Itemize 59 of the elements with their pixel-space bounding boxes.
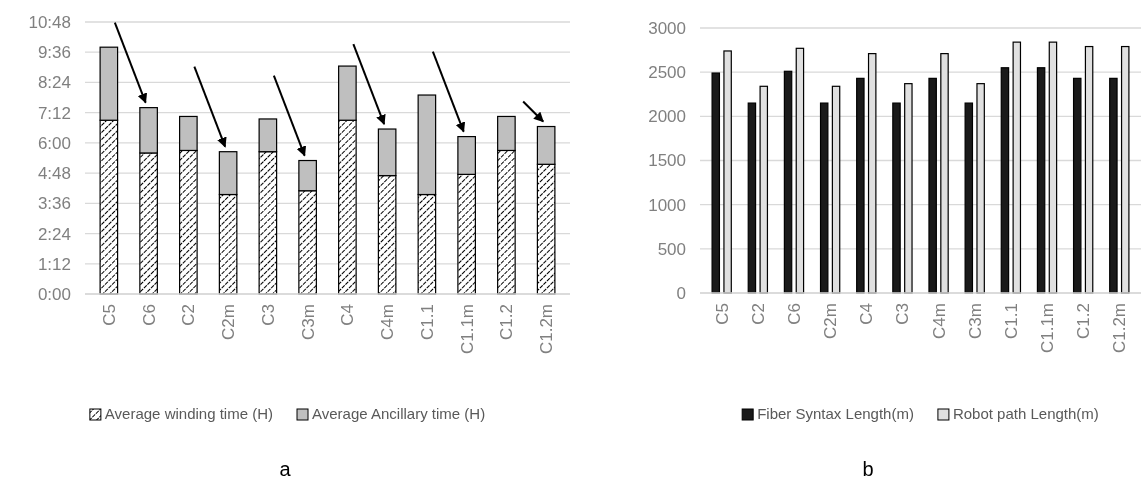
x-tick-label: C3m: [965, 303, 985, 339]
x-tick-label: C2m: [219, 304, 239, 340]
x-tick-label: C3m: [298, 304, 318, 340]
x-tick-label: C5: [712, 303, 732, 325]
y-tick-label: 8:24: [37, 73, 71, 93]
x-tick-label: C4: [857, 303, 877, 325]
x-tick-label: C3: [893, 303, 913, 325]
bar: [819, 102, 829, 294]
x-tick-label: C1.2: [497, 304, 517, 340]
x-tick-label: C5: [99, 304, 119, 326]
y-tick-label: 3000: [648, 18, 686, 38]
y-tick-label: 10:48: [28, 12, 71, 32]
y-tick-label: 500: [657, 239, 686, 259]
x-tick-label: C2: [748, 303, 768, 325]
y-tick-label: 9:36: [37, 43, 71, 63]
legend-label: Fiber Syntax Length(m): [757, 405, 914, 422]
x-tick-label: C4m: [378, 304, 398, 340]
bar: [1000, 67, 1010, 294]
bar: [1036, 67, 1046, 294]
y-tick-label: 3:36: [37, 194, 71, 214]
y-tick-label: 2000: [648, 107, 686, 127]
x-tick-label: C1.1m: [1038, 303, 1058, 354]
x-tick-label: C1.1: [1001, 303, 1021, 339]
x-tick-label: C4: [338, 304, 358, 326]
text: a: [279, 458, 292, 480]
x-tick-label: C6: [784, 303, 804, 325]
legend-label: Average winding time (H): [104, 405, 274, 422]
x-tick-label: C6: [139, 304, 159, 326]
x-tick-label: C4m: [929, 303, 949, 339]
x-tick-label: C1.2: [1074, 303, 1094, 339]
x-tick-label: C1.1: [417, 304, 437, 340]
y-tick-label: 1:12: [37, 254, 71, 274]
bar: [1072, 77, 1082, 294]
x-tick-label: C2: [179, 304, 199, 326]
y-tick-label: 7:12: [37, 103, 71, 123]
y-tick-label: 2:24: [37, 224, 71, 244]
bar: [964, 102, 974, 294]
bar: [928, 77, 937, 294]
legend-label: Average Ancillary time (H): [312, 405, 486, 422]
x-tick-label: C1.2m: [1110, 303, 1130, 354]
x-tick-label: C1.1m: [457, 304, 477, 355]
y-tick-label: 0:00: [37, 284, 71, 304]
bar: [1109, 77, 1118, 294]
y-tick-label: 0: [676, 283, 686, 303]
bar: [711, 72, 721, 294]
legend-label: Robot path Length(m): [952, 405, 1099, 422]
x-tick-label: C3: [258, 304, 278, 326]
bar: [783, 70, 793, 294]
x-tick-label: C1.2m: [537, 304, 557, 355]
bar: [856, 77, 865, 294]
y-tick-label: 1000: [648, 195, 686, 215]
y-tick-label: 1500: [648, 151, 686, 171]
y-tick-label: 4:48: [37, 164, 71, 184]
y-tick-label: 2500: [648, 63, 686, 83]
bar: [747, 102, 757, 294]
bar: [892, 102, 901, 294]
text: b: [862, 458, 874, 480]
x-tick-label: C2m: [821, 303, 841, 339]
y-tick-label: 6:00: [37, 133, 71, 153]
